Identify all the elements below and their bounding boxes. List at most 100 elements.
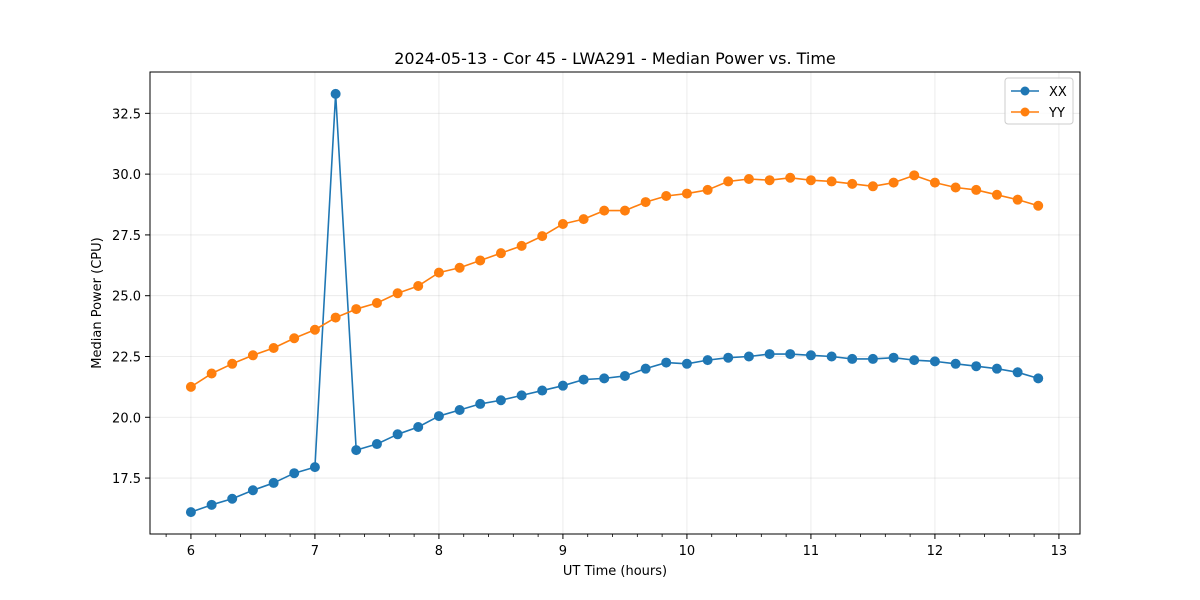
legend-label-xx: XX: [1049, 85, 1067, 100]
data-point-yy: [826, 176, 837, 187]
data-point-yy: [661, 191, 672, 202]
data-point-yy: [640, 197, 651, 208]
data-point-xx: [826, 351, 837, 362]
data-point-xx: [599, 373, 610, 384]
plot-frame: [149, 71, 1081, 535]
data-point-yy: [351, 304, 362, 315]
data-point-yy: [929, 177, 940, 188]
data-point-xx: [475, 398, 486, 409]
y-axis-label: Median Power (CPU): [90, 237, 105, 368]
data-point-yy: [785, 172, 796, 183]
data-point-xx: [433, 411, 444, 422]
data-point-xx: [330, 88, 341, 99]
data-point-xx: [950, 358, 961, 369]
data-point-yy: [909, 170, 920, 181]
x-tick-label: 13: [1051, 544, 1068, 559]
x-tick-label: 6: [187, 544, 195, 559]
y-tick-label: 25.0: [112, 290, 141, 305]
data-point-yy: [805, 175, 816, 186]
data-point-yy: [702, 184, 713, 195]
data-point-xx: [289, 468, 300, 479]
x-tick-label: 11: [803, 544, 820, 559]
data-point-xx: [185, 507, 196, 518]
data-point-xx: [971, 361, 982, 372]
data-point-yy: [413, 280, 424, 291]
data-point-xx: [413, 422, 424, 433]
legend-marker-yy: [1020, 107, 1030, 117]
data-point-xx: [495, 395, 506, 406]
data-point-xx: [661, 357, 672, 368]
data-point-xx: [557, 380, 568, 391]
data-point-yy: [289, 333, 300, 344]
data-point-xx: [743, 351, 754, 362]
x-tick-label: 8: [435, 544, 443, 559]
data-point-xx: [723, 352, 734, 363]
data-point-yy: [1033, 200, 1044, 211]
data-point-xx: [537, 385, 548, 396]
data-point-yy: [475, 255, 486, 266]
data-point-yy: [185, 381, 196, 392]
data-point-xx: [991, 363, 1002, 374]
data-point-yy: [847, 178, 858, 189]
data-point-xx: [681, 358, 692, 369]
data-point-xx: [785, 349, 796, 360]
data-point-xx: [909, 355, 920, 366]
x-tick-label: 9: [559, 544, 567, 559]
y-tick-label: 30.0: [112, 168, 141, 183]
y-tick-label: 32.5: [112, 107, 141, 122]
data-point-xx: [516, 390, 527, 401]
data-point-yy: [206, 368, 217, 379]
y-tick-label: 27.5: [112, 229, 141, 244]
chart-title: 2024-05-13 - Cor 45 - LWA291 - Median Po…: [394, 49, 836, 68]
data-point-xx: [702, 355, 713, 366]
axes: 6 7 8 9 10 11 12 13 17.5 20.0 22.5 25.0 27.5 30.0 32.5: [112, 107, 1067, 559]
data-point-yy: [309, 324, 320, 335]
data-point-xx: [640, 363, 651, 374]
data-point-xx: [764, 349, 775, 360]
data-point-xx: [1012, 367, 1023, 378]
data-point-xx: [268, 477, 279, 488]
data-point-yy: [619, 205, 630, 216]
data-point-yy: [1012, 194, 1023, 205]
data-point-yy: [971, 184, 982, 195]
y-tick-label: 17.5: [112, 472, 141, 487]
data-point-yy: [681, 188, 692, 199]
data-point-yy: [723, 176, 734, 187]
data-point-yy: [950, 182, 961, 193]
y-tick-label: 22.5: [112, 350, 141, 365]
data-point-xx: [247, 485, 258, 496]
data-point-xx: [351, 445, 362, 456]
data-point-xx: [454, 404, 465, 415]
data-point-yy: [599, 205, 610, 216]
data-point-xx: [578, 374, 589, 385]
data-point-yy: [392, 288, 403, 299]
data-point-xx: [929, 356, 940, 367]
data-point-yy: [867, 181, 878, 192]
data-point-xx: [309, 462, 320, 473]
data-point-yy: [227, 358, 238, 369]
data-point-yy: [495, 248, 506, 259]
data-point-xx: [867, 353, 878, 364]
data-point-yy: [371, 298, 382, 308]
data-point-yy: [268, 342, 279, 353]
data-point-xx: [888, 352, 899, 363]
data-point-xx: [619, 370, 630, 381]
data-point-xx: [1033, 373, 1044, 384]
x-tick-label: 7: [311, 544, 319, 559]
data-point-yy: [557, 218, 568, 229]
legend-marker-xx: [1020, 86, 1030, 96]
data-point-xx: [847, 353, 858, 364]
plot-series: [185, 88, 1044, 518]
data-point-xx: [206, 499, 217, 510]
x-axis-label: UT Time (hours): [563, 564, 667, 579]
x-tick-label: 12: [927, 544, 944, 559]
data-point-yy: [433, 267, 444, 278]
data-point-yy: [578, 214, 589, 225]
data-point-yy: [454, 262, 465, 273]
y-tick-label: 20.0: [112, 411, 141, 426]
data-point-yy: [330, 312, 341, 323]
data-point-yy: [537, 231, 548, 242]
legend-label-yy: YY: [1048, 106, 1065, 121]
